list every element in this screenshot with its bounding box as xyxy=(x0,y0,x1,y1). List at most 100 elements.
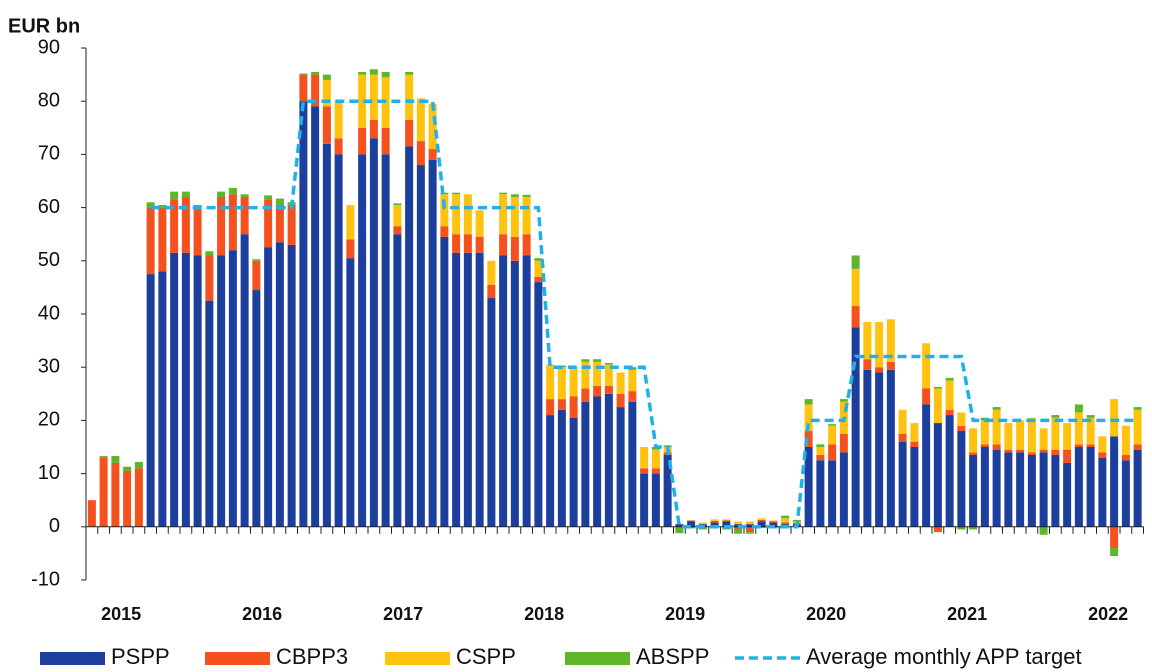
bar-segment xyxy=(628,401,637,527)
bar-segment xyxy=(146,274,155,527)
bar-segment xyxy=(933,386,942,389)
bar-segment xyxy=(604,364,613,386)
bar-segment xyxy=(581,401,590,527)
bar-segment xyxy=(1074,404,1083,413)
legend-label: ABSPP xyxy=(636,644,709,669)
bar-segment xyxy=(898,433,907,442)
x-tick-label: 2019 xyxy=(665,604,705,624)
bar-segment xyxy=(569,367,578,397)
bar-segment xyxy=(264,199,273,248)
bar-segment xyxy=(1051,449,1060,455)
bar-segment xyxy=(1074,412,1083,445)
y-tick-label: 30 xyxy=(38,355,60,377)
bar-segment xyxy=(957,412,966,426)
bar-segment xyxy=(1121,460,1130,527)
bar-segment xyxy=(1004,452,1013,527)
bar-segment xyxy=(463,252,472,527)
bar-segment xyxy=(405,119,414,147)
bar-segment xyxy=(522,255,531,527)
bar-segment xyxy=(311,71,320,75)
target-line xyxy=(150,99,1138,529)
bar-segment xyxy=(546,399,555,416)
bar-segment xyxy=(863,359,872,370)
bar-segment xyxy=(581,388,590,402)
bar-segment xyxy=(381,127,390,155)
bar-segment xyxy=(405,146,414,527)
bar-segment xyxy=(393,204,402,227)
bar-segment xyxy=(839,452,848,527)
bar-segment xyxy=(499,194,508,235)
bar-segment xyxy=(933,526,942,533)
bar-segment xyxy=(158,207,167,272)
bar-segment xyxy=(369,119,378,139)
bar-segment xyxy=(922,343,931,389)
bar-segment xyxy=(957,431,966,527)
bar-segment xyxy=(640,473,649,527)
bar-segment xyxy=(99,456,108,458)
bar-segment xyxy=(240,196,249,235)
bar-segment xyxy=(87,500,96,527)
bar-segment xyxy=(299,101,308,527)
bar-segment xyxy=(1110,436,1119,527)
legend-label: PSPP xyxy=(111,644,170,669)
bar-segment xyxy=(804,447,813,527)
x-tick-label: 2022 xyxy=(1088,604,1128,624)
bar-segment xyxy=(745,521,754,525)
bar-segment xyxy=(452,192,461,195)
bar-segment xyxy=(687,526,696,529)
bar-segment xyxy=(1074,447,1083,527)
bar-segment xyxy=(933,388,942,424)
bar-segment xyxy=(828,460,837,527)
y-tick-label: 40 xyxy=(38,302,60,324)
bar-segment xyxy=(557,409,566,527)
bar-segment xyxy=(499,255,508,527)
bar-segment xyxy=(228,187,237,195)
bar-segment xyxy=(522,196,531,235)
bar-segment xyxy=(687,520,696,522)
bar-segment xyxy=(369,74,378,120)
bar-segment xyxy=(851,268,860,307)
y-tick-label: 50 xyxy=(38,249,60,271)
bar-segment xyxy=(640,447,649,469)
bar-segment xyxy=(604,393,613,527)
bar-segment xyxy=(146,207,155,275)
bar-segment xyxy=(1086,447,1095,527)
bar-segment xyxy=(416,141,425,166)
bar-segment xyxy=(1063,423,1072,450)
bar-segment xyxy=(393,203,402,205)
bar-segment xyxy=(205,300,214,527)
bar-segment xyxy=(193,255,202,527)
bar-segment xyxy=(440,194,449,227)
bar-segment xyxy=(346,204,355,240)
bar-segment xyxy=(499,192,508,195)
bar-segment xyxy=(710,520,719,523)
bar-segment xyxy=(863,321,872,360)
bar-segment xyxy=(1086,444,1095,447)
bar-segment xyxy=(593,396,602,527)
bar-segment xyxy=(945,377,954,381)
bar-segment xyxy=(217,191,226,197)
bar-segment xyxy=(299,74,308,102)
bar-segment xyxy=(546,415,555,527)
legend-swatch xyxy=(565,652,630,665)
bar-segment xyxy=(922,388,931,405)
bar-segment xyxy=(275,198,284,205)
bar-segment xyxy=(593,359,602,362)
legend-swatch xyxy=(205,652,270,665)
x-tick-label: 2021 xyxy=(947,604,987,624)
bar-segment xyxy=(616,393,625,408)
bar-segment xyxy=(816,454,825,461)
bar-segment xyxy=(769,521,778,523)
y-tick-label: 10 xyxy=(38,462,60,484)
legend-label: CSPP xyxy=(456,644,516,669)
bar-segment xyxy=(510,194,519,197)
bar-segment xyxy=(1133,449,1142,527)
bar-segment xyxy=(745,524,754,527)
bar-segment xyxy=(698,522,707,525)
bar-segment xyxy=(734,521,743,525)
bar-segment xyxy=(463,194,472,235)
bar-segment xyxy=(510,236,519,261)
bar-segment xyxy=(781,515,790,519)
bar-segment xyxy=(287,244,296,527)
bar-segment xyxy=(381,71,390,78)
